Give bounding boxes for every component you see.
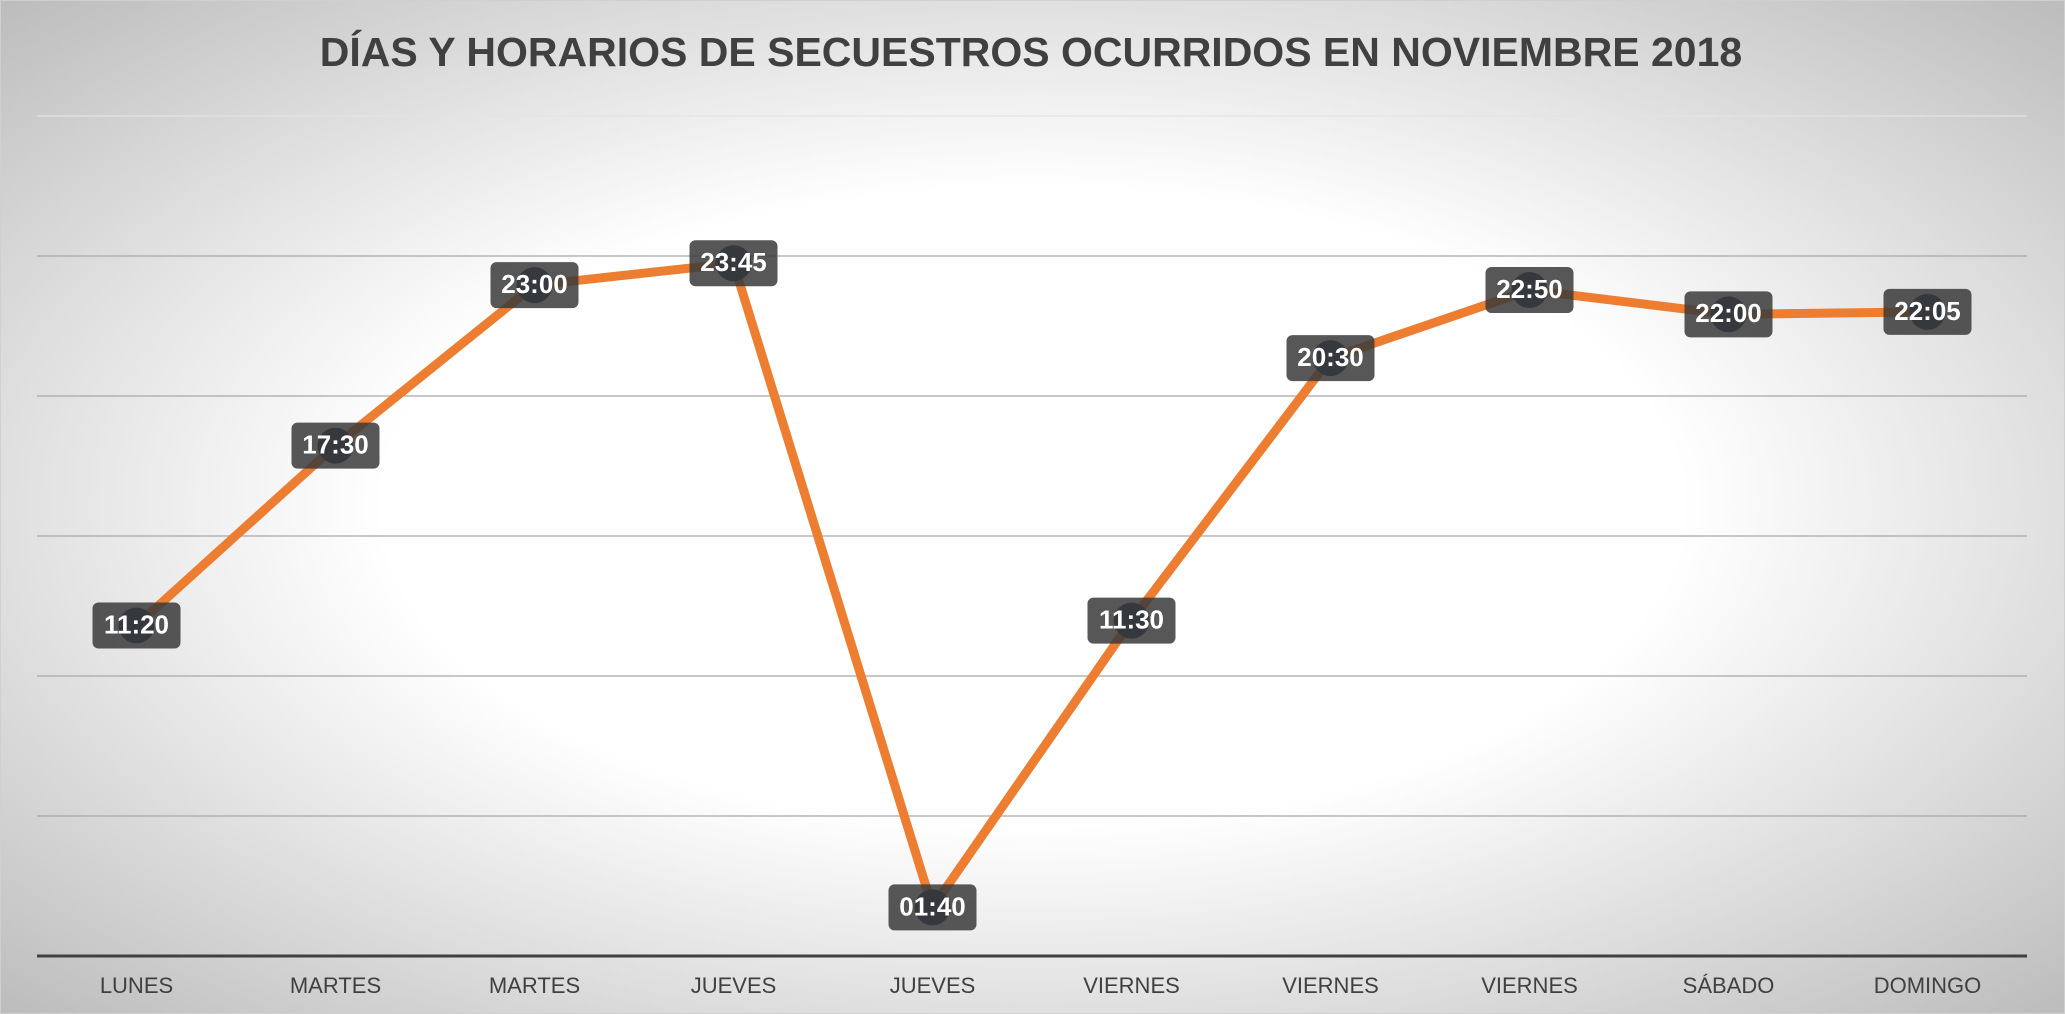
data-label-box <box>888 884 977 931</box>
data-label-box <box>291 422 380 469</box>
data-label-box <box>1286 335 1375 382</box>
x-tick-label: MARTES <box>489 973 580 998</box>
x-tick-label: JUEVES <box>890 973 976 998</box>
x-tick-label: VIERNES <box>1083 973 1180 998</box>
data-label: 22:05 <box>1894 296 1961 326</box>
data-label-box <box>1087 597 1176 644</box>
data-label: 22:50 <box>1496 274 1563 304</box>
data-label: 23:45 <box>700 247 767 277</box>
x-tick-label: DOMINGO <box>1874 973 1982 998</box>
data-label-box <box>689 240 778 287</box>
data-label: 11:30 <box>1099 604 1164 634</box>
data-label-box <box>1883 288 1972 335</box>
data-label: 20:30 <box>1297 342 1364 372</box>
data-label: 01:40 <box>899 891 966 921</box>
x-tick-label: MARTES <box>290 973 381 998</box>
x-tick-label: LUNES <box>100 973 173 998</box>
chart-title: DÍAS Y HORARIOS DE SECUESTROS OCURRIDOS … <box>320 29 1742 75</box>
line <box>133 258 1928 912</box>
data-label-box <box>1485 267 1574 314</box>
data-label: 17:30 <box>302 429 369 459</box>
x-tick-label: JUEVES <box>691 973 777 998</box>
data-label-box <box>1684 291 1773 338</box>
x-tick-label: VIERNES <box>1282 973 1379 998</box>
data-label-box <box>92 602 181 649</box>
data-label-box <box>490 262 579 309</box>
x-tick-label: SÁBADO <box>1683 973 1775 998</box>
data-label: 11:20 <box>104 609 169 639</box>
data-label: 23:00 <box>501 269 568 299</box>
x-tick-label: VIERNES <box>1481 973 1578 998</box>
data-label: 22:00 <box>1695 298 1762 328</box>
